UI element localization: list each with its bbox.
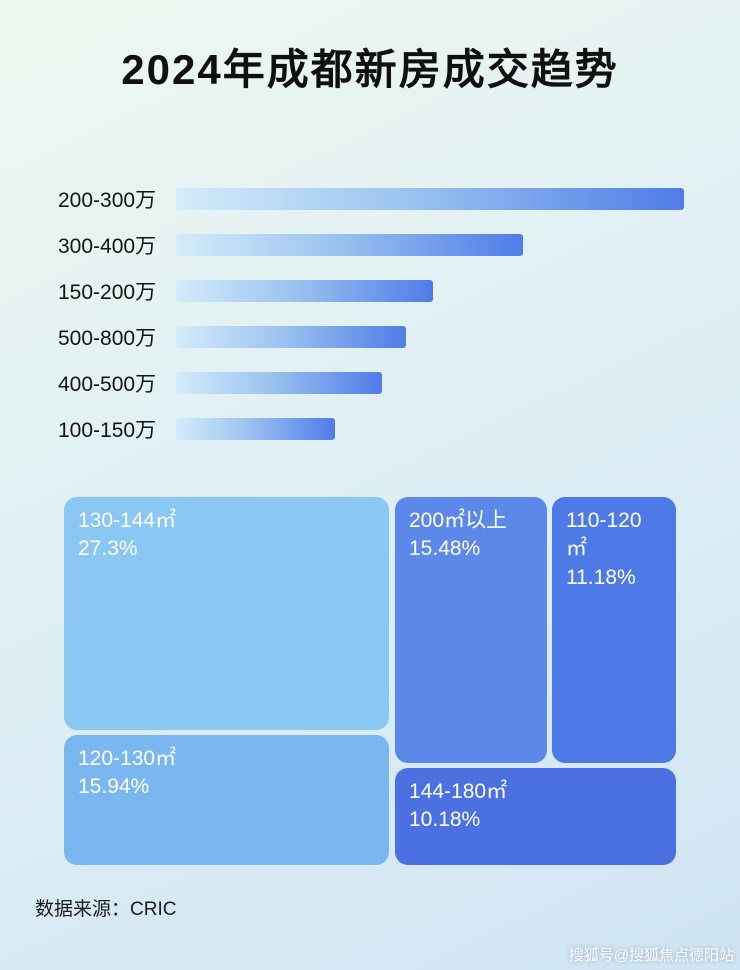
page-title: 2024年成都新房成交趋势: [121, 46, 619, 93]
treemap-block-label: 130-144㎡: [78, 509, 177, 532]
bar-row: 500-800万: [58, 326, 684, 350]
bar-track: [176, 188, 684, 210]
bar: [176, 372, 382, 394]
bar: [176, 280, 434, 302]
treemap-block-label: 120-130㎡: [78, 747, 177, 770]
treemap-block: 130-144㎡ 27.3%: [64, 497, 389, 730]
bar-category-label: 150-200万: [58, 281, 157, 304]
bar-category-label: 400-500万: [58, 373, 157, 396]
bar: [176, 188, 684, 210]
treemap-block-value: 15.94%: [78, 775, 150, 799]
watermark: 搜狐号@搜狐焦点德阳站: [568, 947, 734, 964]
bar-row: 150-200万: [58, 280, 684, 304]
treemap-block-label: 144-180㎡: [409, 780, 508, 803]
bar: [176, 418, 335, 440]
bar-category-label: 100-150万: [58, 419, 157, 442]
bar-category-label: 500-800万: [58, 327, 157, 350]
treemap-block-label: 200㎡以上: [409, 509, 508, 532]
treemap-block-value: 10.18%: [409, 808, 481, 832]
bar-category-label: 200-300万: [58, 189, 157, 212]
bar-track: [176, 234, 684, 256]
treemap-block-value: 27.3%: [78, 537, 138, 561]
bar: [176, 326, 406, 348]
treemap-block-value: 15.48%: [409, 537, 481, 561]
treemap-block: 200㎡以上 15.48%: [395, 497, 547, 763]
treemap-block-label: 110-120㎡: [566, 509, 642, 561]
treemap-block: 110-120㎡ 11.18%: [552, 497, 676, 763]
data-source-label: 数据来源：CRIC: [35, 899, 177, 920]
bar-chart: 200-300万 300-400万 150-200万 500-800万 400-500万…: [58, 188, 684, 464]
bar-row: 400-500万: [58, 372, 684, 396]
treemap-block-value: 11.18%: [566, 565, 636, 589]
bar-row: 100-150万: [58, 418, 684, 442]
treemap-block: 144-180㎡ 10.18%: [395, 768, 676, 865]
treemap-chart: 130-144㎡ 27.3% 120-130㎡ 15.94% 200㎡以上 15.48% 1…: [64, 497, 676, 865]
bar: [176, 234, 523, 256]
bar-track: [176, 418, 684, 440]
bar-track: [176, 326, 684, 348]
bar-category-label: 300-400万: [58, 235, 157, 258]
treemap-block: 120-130㎡ 15.94%: [64, 735, 389, 865]
bar-row: 200-300万: [58, 188, 684, 212]
bar-track: [176, 280, 684, 302]
bar-track: [176, 372, 684, 394]
bar-row: 300-400万: [58, 234, 684, 258]
